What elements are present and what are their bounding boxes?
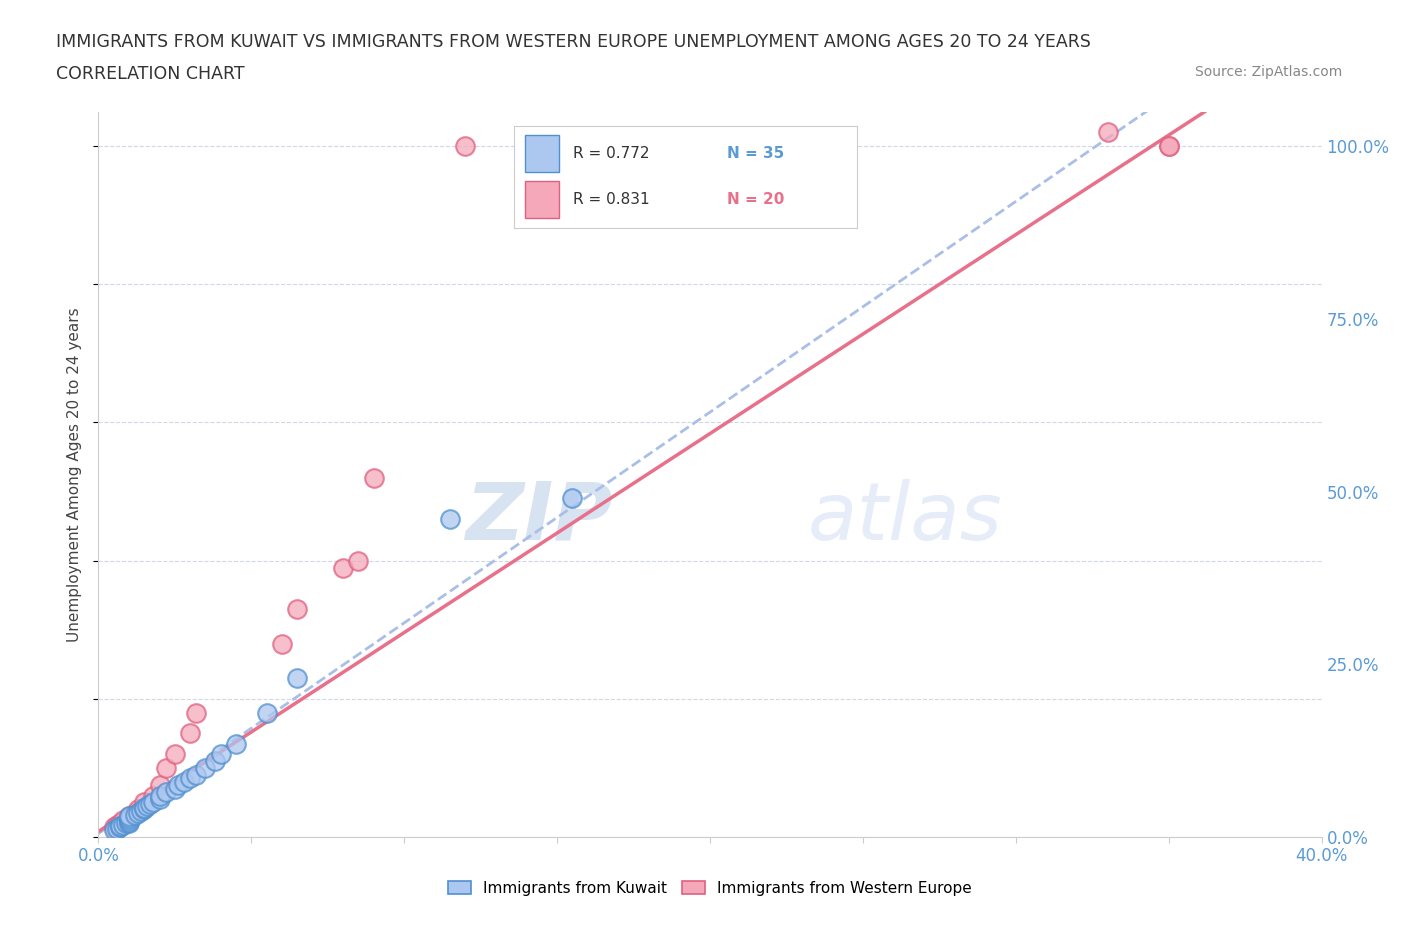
Point — [285, 671, 308, 685]
Text: atlas: atlas — [808, 479, 1002, 557]
Point — [105, 821, 128, 836]
Point — [149, 777, 172, 792]
Point — [1097, 125, 1119, 140]
Point — [105, 817, 128, 832]
Point — [225, 737, 247, 751]
Point — [118, 812, 141, 827]
Point — [186, 767, 208, 782]
Point — [124, 807, 146, 822]
Point — [347, 553, 370, 568]
Point — [103, 823, 125, 838]
Point — [118, 809, 141, 824]
Point — [118, 811, 141, 826]
Point — [194, 761, 217, 776]
Point — [108, 819, 131, 834]
Point — [111, 812, 134, 827]
Point — [108, 816, 131, 830]
Point — [118, 816, 141, 830]
Legend: Immigrants from Kuwait, Immigrants from Western Europe: Immigrants from Kuwait, Immigrants from … — [441, 874, 979, 902]
Text: Source: ZipAtlas.com: Source: ZipAtlas.com — [1195, 65, 1343, 79]
Point — [1157, 139, 1180, 153]
Point — [136, 799, 159, 814]
Point — [454, 139, 477, 153]
Point — [155, 785, 177, 800]
Point — [163, 781, 186, 796]
Point — [179, 726, 201, 741]
Point — [173, 775, 195, 790]
Point — [1157, 139, 1180, 153]
Point — [270, 636, 292, 651]
Point — [111, 817, 134, 832]
Point — [134, 802, 156, 817]
Point — [134, 801, 156, 816]
Text: ZIP: ZIP — [465, 479, 612, 557]
Point — [142, 795, 165, 810]
Point — [439, 512, 461, 526]
Point — [363, 471, 385, 485]
Point — [108, 818, 131, 833]
Point — [127, 805, 149, 820]
Text: CORRELATION CHART: CORRELATION CHART — [56, 65, 245, 83]
Point — [186, 705, 208, 720]
Point — [163, 747, 186, 762]
Point — [118, 809, 141, 824]
Text: IMMIGRANTS FROM KUWAIT VS IMMIGRANTS FROM WESTERN EUROPE UNEMPLOYMENT AMONG AGES: IMMIGRANTS FROM KUWAIT VS IMMIGRANTS FRO… — [56, 33, 1091, 50]
Point — [134, 795, 156, 810]
Point — [179, 771, 201, 786]
Point — [149, 788, 172, 803]
Point — [209, 747, 232, 762]
Point — [332, 560, 354, 575]
Y-axis label: Unemployment Among Ages 20 to 24 years: Unemployment Among Ages 20 to 24 years — [67, 307, 83, 642]
Point — [155, 761, 177, 776]
Point — [124, 805, 146, 820]
Point — [204, 753, 226, 768]
Point — [256, 705, 278, 720]
Point — [118, 815, 141, 830]
Point — [142, 788, 165, 803]
Point — [167, 777, 190, 792]
Point — [561, 491, 583, 506]
Point — [149, 791, 172, 806]
Point — [285, 602, 308, 617]
Point — [115, 816, 138, 830]
Point — [127, 802, 149, 817]
Point — [103, 819, 125, 834]
Point — [139, 796, 162, 811]
Point — [129, 804, 152, 818]
